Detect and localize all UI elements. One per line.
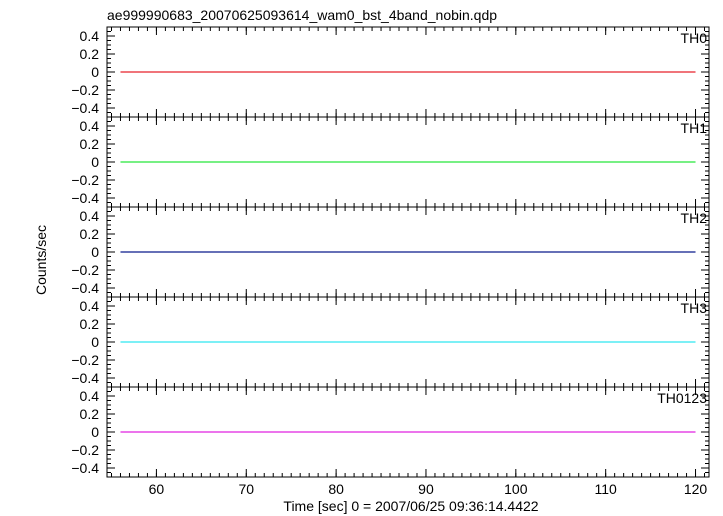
y-tick-label: 0 <box>91 244 99 260</box>
y-tick-label: −0.4 <box>71 100 99 116</box>
y-tick-label: 0.2 <box>80 226 100 242</box>
x-tick-label: 70 <box>238 481 254 497</box>
x-tick-label: 60 <box>149 481 165 497</box>
y-tick-label: 0.4 <box>80 388 100 404</box>
x-tick-label: 100 <box>504 481 528 497</box>
x-tick-label: 80 <box>328 481 344 497</box>
y-axis-label: Counts/sec <box>33 225 49 295</box>
y-tick-label: 0 <box>91 64 99 80</box>
y-tick-label: −0.2 <box>71 442 99 458</box>
x-axis-label: Time [sec] 0 = 2007/06/25 09:36:14.4422 <box>283 498 538 514</box>
y-tick-label: 0.4 <box>80 298 100 314</box>
y-tick-label: 0.2 <box>80 46 100 62</box>
y-tick-label: 0.2 <box>80 136 100 152</box>
series-label: TH2 <box>681 210 708 226</box>
y-tick-label: −0.2 <box>71 262 99 278</box>
series-label: TH1 <box>681 120 708 136</box>
x-tick-label: 110 <box>595 481 618 497</box>
y-tick-label: 0 <box>91 154 99 170</box>
y-tick-label: 0.4 <box>80 208 100 224</box>
chart-title: ae999990683_20070625093614_wam0_bst_4ban… <box>107 7 497 23</box>
series-label: TH3 <box>681 300 708 316</box>
y-tick-label: 0 <box>91 334 99 350</box>
y-tick-label: −0.4 <box>71 280 99 296</box>
y-tick-label: −0.2 <box>71 352 99 368</box>
x-tick-label: 90 <box>418 481 434 497</box>
y-tick-label: −0.2 <box>71 82 99 98</box>
y-tick-label: −0.4 <box>71 370 99 386</box>
y-tick-label: −0.2 <box>71 172 99 188</box>
y-tick-label: 0.2 <box>80 406 100 422</box>
y-tick-label: −0.4 <box>71 190 99 206</box>
series-label: TH0 <box>681 30 708 46</box>
series-label: TH0123 <box>657 390 707 406</box>
y-tick-label: −0.4 <box>71 460 99 476</box>
y-tick-label: 0.4 <box>80 118 100 134</box>
y-tick-label: 0 <box>91 424 99 440</box>
y-tick-label: 0.4 <box>80 28 100 44</box>
y-tick-label: 0.2 <box>80 316 100 332</box>
x-tick-label: 120 <box>684 481 708 497</box>
